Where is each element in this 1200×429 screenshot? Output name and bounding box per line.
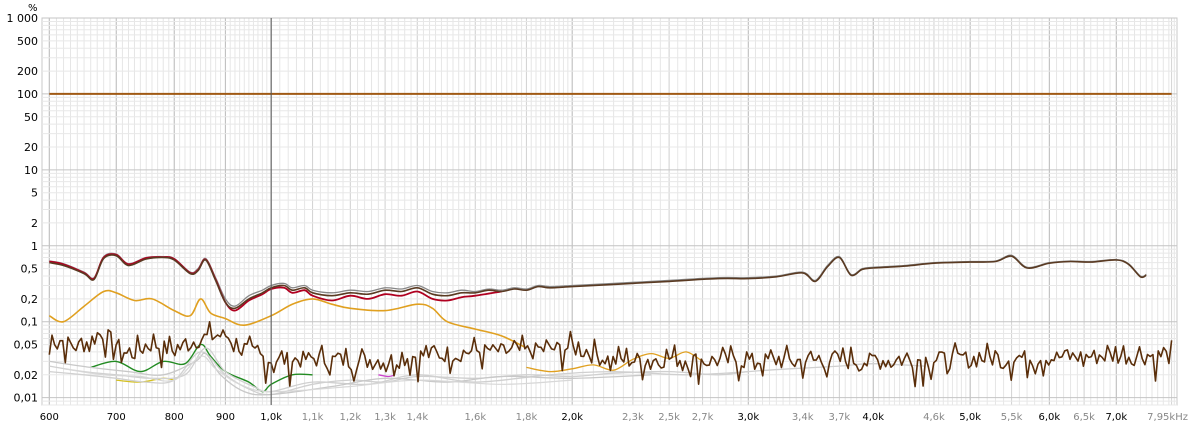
x-tick-label: 3,0k [737,412,759,423]
x-tick-label: 5,0k [959,412,981,423]
y-tick-label: 100 [17,88,38,101]
y-tick-label: 2 [31,217,38,230]
x-tick-label: 800 [165,412,184,423]
y-tick-label: 10 [24,164,38,177]
x-tick-label: 900 [216,412,235,423]
series-line-12 [63,355,573,393]
x-tick-label: 4,0k [862,412,884,423]
series-line-13 [48,321,1173,388]
x-tick-label: 2,5k [658,412,680,423]
x-tick-label: 6,5k [1073,412,1095,423]
x-tick-label: 1,0k [260,412,282,423]
y-tick-label: 1 000 [7,12,39,25]
series-line-5 [526,351,703,373]
y-tick-label: 0,01 [14,392,39,405]
plot-area [41,17,1178,406]
x-tick-label: 700 [107,412,126,423]
x-tick-label: 1,4k [406,412,428,423]
x-axis: 600 700 800 900 1,0k 1,1k 1,2k 1,3k 1,4k 1,6k 1,8k… [40,412,1188,423]
y-tick-label: 200 [17,65,38,78]
x-tick-label: 6,0k [1038,412,1060,423]
x-tick-label: 1,6k [464,412,486,423]
x-tick-label: 7,95kHz [1147,412,1188,423]
x-tick-label: 3,7k [829,412,851,423]
series-line-11 [49,352,652,396]
x-tick-label: 3,4k [792,412,814,423]
x-tick-label: 1,8k [516,412,538,423]
x-tick-label: 1,1k [302,412,324,423]
y-tick-label: 0,05 [14,339,39,352]
x-tick-label: 600 [40,412,59,423]
y-tick-label: 500 [17,35,38,48]
y-tick-label: 0,02 [14,369,39,382]
y-tick-label: 20 [24,141,38,154]
x-tick-label: 1,3k [374,412,396,423]
x-tick-label: 4,6k [923,412,945,423]
y-unit-label: % [28,3,38,14]
series-line-3 [49,254,1147,310]
y-tick-label: 50 [24,111,38,124]
y-tick-label: 0,1 [21,316,39,329]
y-tick-label: 0,5 [21,263,39,276]
y-tick-label: 0,2 [21,293,39,306]
x-tick-label: 7,0k [1105,412,1127,423]
series-line-4 [48,289,527,349]
y-axis: 1 000 500 200 100 50 20 10 5 2 1 0,5 0,2 0,1 0,05 0,02… [7,12,39,405]
series-lines [48,92,1173,396]
x-tick-label: 5,5k [1001,412,1023,423]
y-tick-label: 5 [31,187,38,200]
y-tick-label: 1 [31,240,38,253]
x-tick-label: 2,3k [622,412,644,423]
x-tick-label: 2,7k [692,412,714,423]
x-tick-label: 1,2k [339,412,361,423]
x-tick-label: 2,0k [561,412,583,423]
